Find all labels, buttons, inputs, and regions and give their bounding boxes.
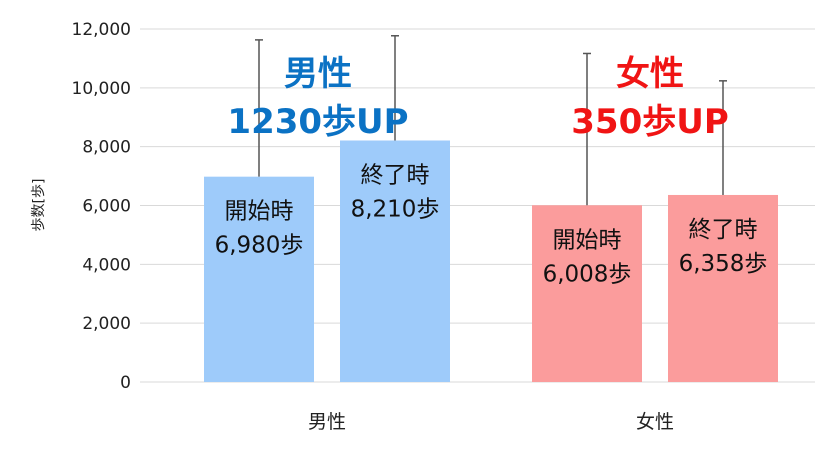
annotation-title: 女性	[616, 54, 684, 94]
bar-start-male	[204, 176, 314, 382]
annotation-increase: 350歩UP	[571, 102, 729, 142]
annotation-title: 男性	[284, 54, 352, 94]
annotation-increase: 1230歩UP	[227, 102, 408, 142]
y-tick-label: 0	[120, 373, 131, 393]
y-axis-label: 歩数[歩]	[31, 179, 47, 232]
y-tick-label: 10,000	[72, 79, 131, 99]
data-label: 6,358歩	[679, 251, 768, 277]
x-tick-label: 男性	[308, 411, 346, 433]
y-tick-label: 12,000	[72, 20, 131, 40]
x-tick-label: 女性	[636, 411, 674, 433]
bar-end-female	[668, 194, 778, 382]
bar-label-title: 終了時	[689, 217, 758, 243]
y-tick-label: 6,000	[82, 197, 131, 217]
data-label: 6,008歩	[543, 261, 632, 287]
bar-end-male	[340, 140, 450, 382]
data-label: 8,210歩	[351, 196, 440, 222]
bar-label-title: 開始時	[553, 227, 622, 253]
y-tick-label: 8,000	[82, 138, 131, 158]
y-tick-label: 4,000	[82, 255, 131, 275]
bar-label-title: 開始時	[225, 199, 294, 225]
bar-start-female	[532, 205, 642, 382]
data-label: 6,980歩	[215, 233, 304, 259]
y-tick-label: 2,000	[82, 314, 131, 334]
bar-label-title: 終了時	[361, 162, 430, 188]
